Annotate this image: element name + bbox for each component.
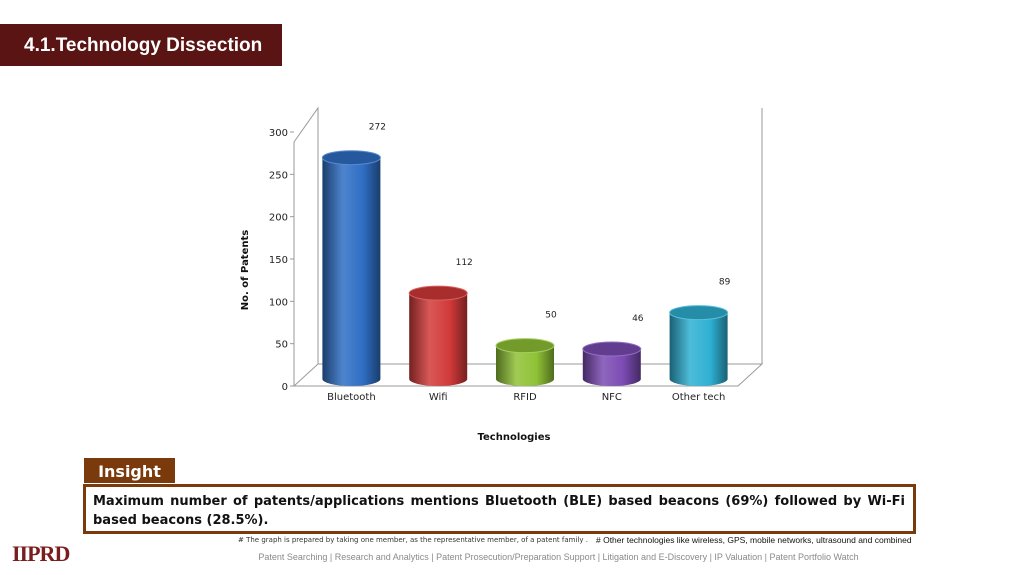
bar-top xyxy=(408,285,468,301)
footnote-right: # Other technologies like wireless, GPS,… xyxy=(596,535,912,545)
y-tick-label: 300 xyxy=(269,128,288,139)
y-tick-label: 50 xyxy=(275,340,288,351)
x-tick-label: Other tech xyxy=(672,392,725,403)
company-logo: IIPRD xyxy=(12,541,70,566)
x-tick-label: NFC xyxy=(602,392,622,403)
footer-services: Patent Searching | Research and Analytic… xyxy=(258,552,859,562)
y-axis-label: No. of Patents xyxy=(240,230,251,310)
x-axis-label: Technologies xyxy=(478,432,551,443)
bar-rfid xyxy=(496,345,554,386)
bar-chart: 0 50 100 150 200 250 300 272 Bluetooth 112 Wifi 50… xyxy=(240,106,764,443)
bar-other-tech xyxy=(669,312,728,387)
y-tick-label: 250 xyxy=(269,170,288,181)
bar-wifi xyxy=(409,293,468,387)
x-tick-label: Bluetooth xyxy=(327,392,376,403)
data-label: 89 xyxy=(719,278,731,288)
chart-floor xyxy=(292,363,764,387)
bar-top xyxy=(582,341,642,357)
data-label: 46 xyxy=(632,314,644,324)
insight-text: Maximum number of patents/applications m… xyxy=(93,494,905,528)
data-label: 272 xyxy=(369,123,386,133)
bar-top xyxy=(321,150,381,166)
page-title: 4.1.Technology Dissection xyxy=(24,35,263,56)
data-label: 112 xyxy=(456,258,473,268)
data-label: 50 xyxy=(545,311,557,321)
bar-top xyxy=(669,305,729,321)
y-tick-label: 200 xyxy=(269,213,288,224)
bar-top xyxy=(495,338,555,354)
bar-nfc xyxy=(582,349,641,387)
y-tick-label: 150 xyxy=(269,255,288,266)
title-banner: 4.1.Technology Dissection xyxy=(0,24,282,66)
x-tick-label: Wifi xyxy=(429,392,448,403)
bar-bluetooth xyxy=(322,157,381,387)
x-tick-label: RFID xyxy=(513,392,537,403)
y-tick-label: 0 xyxy=(282,382,288,393)
insight-label: Insight xyxy=(98,462,161,481)
insight-box: Maximum number of patents/applications m… xyxy=(83,484,916,534)
back-wall-left xyxy=(293,106,319,386)
insight-tab: Insight xyxy=(84,458,175,483)
y-tick-label: 100 xyxy=(269,297,288,308)
footnote-left: # The graph is prepared by taking one me… xyxy=(238,536,588,544)
